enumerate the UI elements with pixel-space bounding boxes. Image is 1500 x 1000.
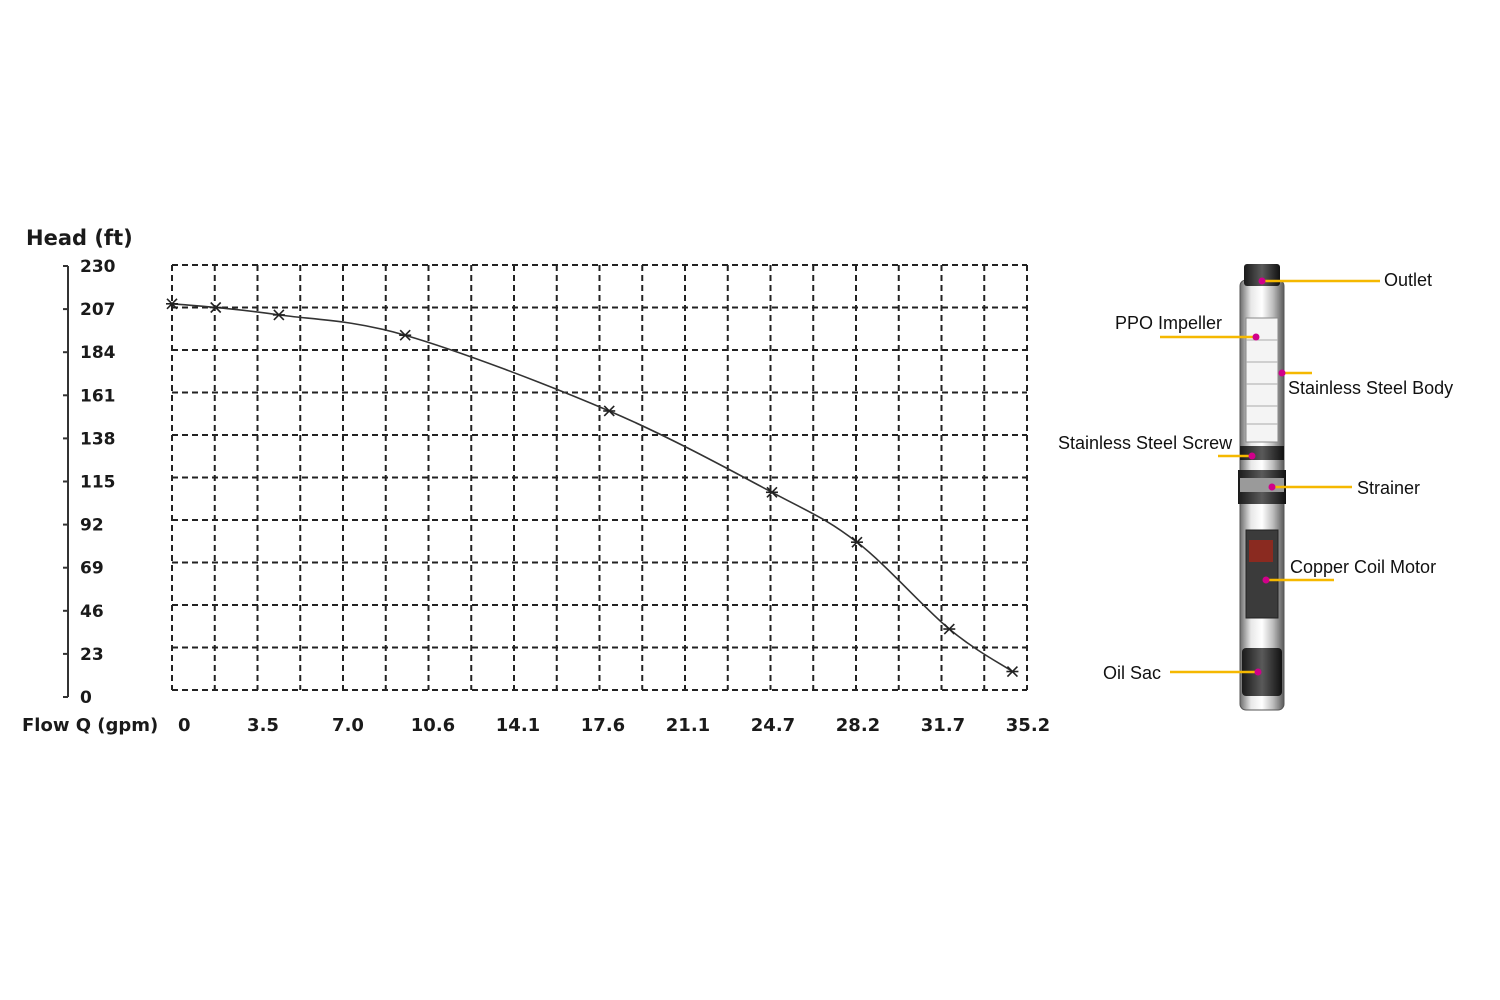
data-point	[209, 301, 222, 314]
y-tick-label: 207	[80, 300, 116, 320]
data-markers	[166, 298, 1019, 678]
y-tick-label: 92	[80, 516, 104, 536]
chart-grid	[171, 264, 1028, 691]
y-tick-label: 69	[80, 559, 104, 579]
x-tick-label: 3.5	[247, 715, 279, 736]
x-tick-label: 14.1	[496, 715, 540, 736]
x-tick-label: 10.6	[411, 715, 455, 736]
x-tick-label: 17.6	[581, 715, 625, 736]
y-tick-label: 138	[80, 429, 116, 449]
data-point	[850, 536, 863, 548]
data-point	[166, 298, 178, 310]
y-tick-label: 0	[80, 688, 92, 708]
y-axis-title: Head (ft)	[26, 226, 133, 250]
data-point	[765, 486, 778, 498]
data-point	[272, 309, 285, 321]
data-point	[399, 329, 412, 341]
data-point	[603, 405, 616, 417]
x-tick-label: 7.0	[332, 715, 364, 736]
x-tick-label: 24.7	[751, 715, 795, 736]
y-tick-label: 23	[80, 645, 104, 665]
x-tick-label: 28.2	[836, 715, 880, 736]
data-point	[943, 623, 956, 635]
x-tick-label: 35.2	[1006, 715, 1050, 736]
x-tick-label: 0	[178, 715, 191, 736]
y-tick-label: 115	[80, 473, 116, 493]
y-tick-label: 161	[80, 386, 116, 406]
y-tick-label: 230	[80, 257, 116, 277]
y-tick-label: 46	[80, 602, 104, 622]
y-axis	[63, 265, 69, 698]
x-axis-title: Flow Q (gpm)	[22, 715, 158, 736]
y-tick-label: 184	[80, 343, 116, 363]
head-flow-curve	[171, 303, 1013, 673]
x-tick-label: 31.7	[921, 715, 965, 736]
x-tick-label: 21.1	[666, 715, 710, 736]
data-point	[1006, 665, 1019, 678]
x-tick-labels: 0 3.5 7.0 10.6 14.1 17.6 21.1 24.7 28.2 31.7 35.2	[178, 715, 1050, 736]
